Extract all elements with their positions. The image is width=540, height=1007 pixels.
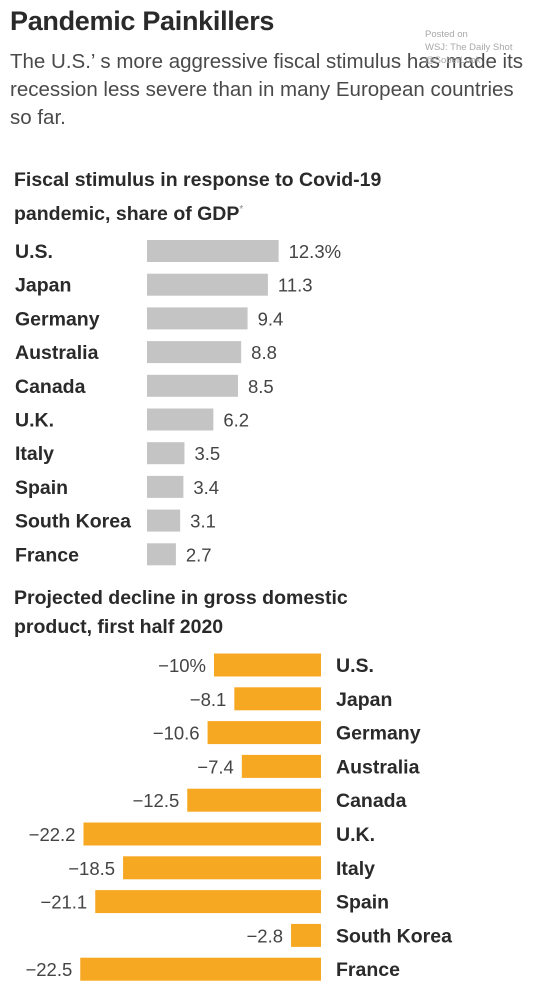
watermark-line: WSJ: The Daily Shot	[425, 42, 513, 53]
value-label: −18.5	[68, 858, 115, 879]
value-label: 3.4	[193, 477, 219, 498]
watermark-line: Posted on	[425, 29, 468, 40]
stimulus-bar	[147, 341, 242, 364]
stimulus-bar	[147, 273, 268, 296]
stimulus-bar	[147, 307, 248, 330]
value-label: 11.3	[278, 275, 313, 296]
gdp-bar	[214, 653, 321, 677]
category-label: Australia	[15, 342, 99, 364]
category-label: Japan	[15, 275, 71, 297]
gdp-chart-title: Projected decline in gross domestic prod…	[14, 587, 348, 638]
value-label: 9.4	[258, 308, 284, 329]
headline: Pandemic Painkillers	[10, 6, 275, 36]
category-label: Spain	[15, 477, 68, 499]
category-label: Canada	[15, 376, 86, 398]
category-label: U.S.	[336, 655, 374, 677]
value-label: 12.3%	[289, 241, 341, 262]
stimulus-bar-chart: U.S. 12.3% Japan 11.3 Germany 9.4 Australia 8.8…	[15, 240, 341, 566]
gdp-bar	[123, 856, 321, 880]
value-label: −2.8	[247, 925, 284, 946]
category-label: Germany	[15, 308, 100, 330]
gdp-bar	[95, 890, 321, 914]
value-label: −10%	[158, 655, 206, 676]
category-label: Canada	[336, 790, 407, 812]
value-label: −22.2	[29, 824, 76, 845]
value-label: −21.1	[40, 892, 87, 913]
category-label: Australia	[336, 756, 420, 778]
gdp-bar	[241, 754, 321, 778]
value-label: 8.5	[248, 376, 274, 397]
watermark-line: @SoberLook	[425, 55, 481, 66]
gdp-bar	[234, 687, 321, 711]
category-label: South Korea	[336, 925, 452, 947]
category-label: U.K.	[336, 824, 375, 846]
value-label: −12.5	[132, 790, 179, 811]
value-label: 3.1	[190, 511, 216, 532]
stimulus-chart-title-note: *	[239, 204, 244, 215]
category-label: Italy	[15, 443, 54, 465]
stimulus-bar	[147, 509, 181, 532]
value-label: 8.8	[251, 342, 277, 363]
gdp-bar	[80, 957, 321, 981]
stimulus-bar	[147, 408, 214, 431]
value-label: −22.5	[25, 959, 72, 980]
dek: The U.S.’ s more aggressive fiscal stimu…	[10, 50, 524, 129]
category-label: U.S.	[15, 241, 53, 263]
category-label: South Korea	[15, 511, 131, 533]
stimulus-chart-title-text: Fiscal stimulus in response to Covid-19 …	[14, 169, 382, 225]
gdp-bar	[291, 923, 321, 947]
category-label: Spain	[336, 892, 389, 914]
category-label: Japan	[336, 689, 392, 711]
gdp-bar	[187, 788, 321, 812]
category-label: France	[15, 544, 79, 566]
stimulus-bar	[147, 475, 184, 498]
watermark: Posted on WSJ: The Daily Shot @SoberLook	[425, 28, 535, 67]
value-label: −8.1	[190, 689, 227, 710]
stimulus-bar	[147, 442, 185, 465]
gdp-bar	[207, 721, 321, 745]
gdp-bar	[83, 822, 322, 846]
value-label: −10.6	[153, 723, 200, 744]
category-label: U.K.	[15, 410, 54, 432]
category-label: Italy	[336, 858, 375, 880]
value-label: 2.7	[186, 544, 212, 565]
value-label: −7.4	[197, 756, 234, 777]
value-label: 3.5	[194, 443, 220, 464]
category-label: France	[336, 959, 400, 981]
gdp-decline-bar-chart: −10% U.S. −8.1 Japan −10.6 Germany −7.4 Austral…	[25, 653, 452, 981]
stimulus-bar	[147, 543, 176, 566]
stimulus-bar	[147, 240, 279, 262]
value-label: 6.2	[223, 410, 249, 431]
category-label: Germany	[336, 723, 421, 745]
stimulus-bar	[147, 374, 238, 397]
stimulus-chart-title: Fiscal stimulus in response to Covid-19 …	[14, 166, 414, 229]
